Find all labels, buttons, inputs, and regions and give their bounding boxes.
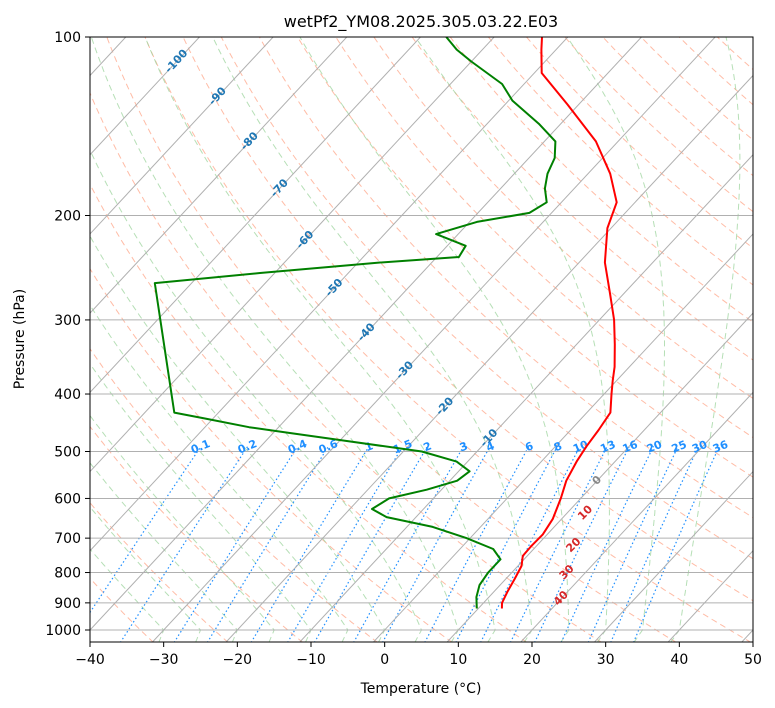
mixing-ratio-label: 13 xyxy=(598,438,617,456)
mixing-ratio-line xyxy=(510,446,608,642)
plot-area: -100-90-80-70-60-50-40-30-20-100.1 0.2 0.4… xyxy=(90,37,753,642)
dry-adiabats xyxy=(90,37,753,642)
isotherm-line xyxy=(299,153,753,642)
dry-adiabat-line xyxy=(90,91,602,642)
moist-adiabat-line xyxy=(90,235,386,642)
dry-adiabat-line xyxy=(182,37,753,602)
dry-adiabat-line xyxy=(90,267,453,642)
x-tick-label: 10 xyxy=(449,652,467,668)
y-tick-label: 1000 xyxy=(45,623,81,639)
dry-adiabat-line xyxy=(487,37,753,286)
dry-adiabat-line xyxy=(90,501,229,642)
dry-adiabat-line xyxy=(144,37,752,642)
x-tick-label: 40 xyxy=(670,652,688,668)
mixing-ratio-line xyxy=(353,446,465,642)
mixing-ratio-label: 36 xyxy=(711,438,730,456)
mixing-ratio-line xyxy=(173,445,299,642)
y-tick-label: 400 xyxy=(54,387,81,403)
mixing-ratio-label: 16 xyxy=(621,438,640,456)
x-tick-label: 0 xyxy=(380,652,389,668)
mixing-ratio-label: 10 xyxy=(571,438,590,456)
y-tick-label: 100 xyxy=(54,30,81,46)
mixing-ratio-label: 2 xyxy=(422,439,434,454)
x-tick-label: 30 xyxy=(597,652,615,668)
isotherm-line xyxy=(90,37,348,314)
plot-frame xyxy=(89,36,754,643)
y-tick-label: 900 xyxy=(54,596,81,612)
y-tick-label: 600 xyxy=(54,491,81,507)
x-axis-label: Temperature (°C) xyxy=(360,681,482,697)
mixing-ratio-line xyxy=(206,445,330,642)
mixing-ratio-label: 1 xyxy=(363,439,375,454)
isotherm-line xyxy=(90,37,569,552)
dry-adiabat-line xyxy=(90,577,154,642)
x-tick-label: −40 xyxy=(75,652,105,668)
temperature-profile-line xyxy=(500,37,618,609)
y-tick-label: 800 xyxy=(54,566,81,582)
moist-adiabat-line xyxy=(566,37,665,642)
dry-adiabat-line xyxy=(90,183,528,642)
x-axis-ticks: −40 −30 −20 −10 0 10 20 30 40 50 xyxy=(75,642,762,668)
mixing-ratio-line xyxy=(120,445,249,642)
mixing-ratio-label: 25 xyxy=(670,438,689,456)
x-tick-label: −10 xyxy=(296,652,326,668)
mixing-ratio-line xyxy=(382,446,491,642)
x-tick-label: 50 xyxy=(744,652,762,668)
x-tick-label: −30 xyxy=(149,652,179,668)
isotherm-line xyxy=(151,37,716,642)
mixing-ratio-label: 8 xyxy=(552,439,564,454)
moist-adiabat-line xyxy=(90,414,275,642)
y-axis-ticks: 1000 900 800 700 600 500 400 300 200 100 xyxy=(45,30,90,639)
moist-adiabat-line xyxy=(90,548,165,642)
mixing-ratio-label: 3 xyxy=(458,439,470,454)
isotherm-line xyxy=(90,37,274,235)
dry-adiabat-line xyxy=(373,37,753,400)
moist-adiabat-line xyxy=(144,37,496,642)
moist-adiabat-line xyxy=(90,506,202,642)
moist-adiabat-line xyxy=(212,37,533,642)
mixing-ratio-line xyxy=(480,446,581,642)
isotherm-line xyxy=(520,391,753,642)
moist-adiabat-line xyxy=(414,37,610,642)
chart-title: wetPf2_YM08.2025.305.03.22.E03 xyxy=(284,12,558,32)
mixing-ratio-lines xyxy=(90,445,720,642)
dry-adiabat-line xyxy=(106,37,677,642)
dry-adiabat-line xyxy=(220,37,753,560)
x-tick-label: −20 xyxy=(223,652,253,668)
moist-adiabat-line xyxy=(90,304,349,642)
moist-adiabat-line xyxy=(90,149,423,642)
isotherm-line xyxy=(90,37,495,473)
moist-adiabat-line xyxy=(90,462,238,642)
dewpoint-profile-line xyxy=(153,37,557,609)
y-tick-label: 200 xyxy=(54,209,81,225)
isotherm-line xyxy=(90,37,643,631)
dry-adiabat-line xyxy=(90,425,304,642)
isotherm-line xyxy=(593,470,753,642)
mixing-ratio-line xyxy=(534,446,630,642)
y-axis-label: Pressure (hPa) xyxy=(12,289,28,389)
y-tick-label: 700 xyxy=(54,531,81,547)
isotherm-line xyxy=(90,37,201,156)
isotherm-line xyxy=(446,312,753,642)
moist-adiabat-line xyxy=(670,37,741,642)
dry-adiabat-line xyxy=(411,37,753,361)
mixing-ratio-label: 30 xyxy=(690,438,709,456)
x-tick-label: 20 xyxy=(523,652,541,668)
dry-adiabat-line xyxy=(258,37,753,519)
mixing-ratio-line xyxy=(633,446,720,642)
moist-adiabats xyxy=(90,37,741,642)
dry-adiabat-line xyxy=(90,347,378,642)
moist-adiabat-line xyxy=(299,37,570,642)
mixing-ratio-line xyxy=(287,445,404,642)
mixing-ratio-line xyxy=(250,445,370,642)
isotherm-line xyxy=(90,37,422,394)
y-tick-label: 300 xyxy=(54,313,81,329)
mixing-ratio-label: 20 xyxy=(645,438,664,456)
profile-series xyxy=(153,37,618,609)
moist-adiabat-line xyxy=(90,362,312,642)
isotherm-line xyxy=(225,74,753,642)
y-tick-label: 500 xyxy=(54,444,81,460)
dry-adiabat-line xyxy=(449,37,753,323)
